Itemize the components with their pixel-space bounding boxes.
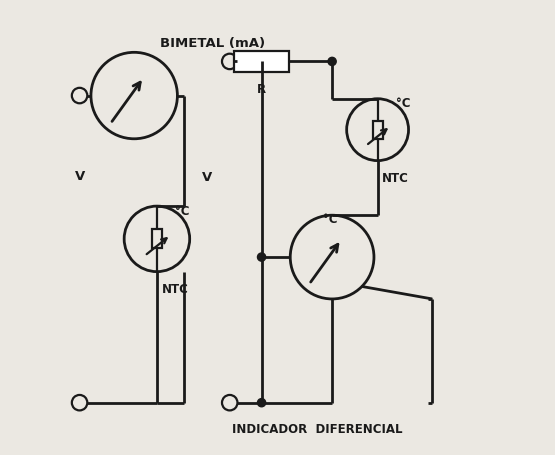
Bar (372, 121, 382, 139)
Circle shape (258, 253, 266, 261)
Text: V: V (202, 171, 212, 184)
Text: °C: °C (323, 213, 337, 226)
Text: NTC: NTC (162, 283, 188, 296)
Text: NTC: NTC (382, 172, 409, 185)
Text: °C: °C (396, 97, 410, 110)
Text: °C: °C (175, 205, 190, 217)
Bar (234, 51, 289, 71)
Circle shape (328, 57, 336, 66)
Text: BIMETAL (mA): BIMETAL (mA) (160, 37, 265, 50)
Bar (152, 229, 162, 248)
Text: R: R (257, 83, 266, 96)
Text: INDICADOR  DIFERENCIAL: INDICADOR DIFERENCIAL (232, 423, 402, 436)
Circle shape (258, 399, 266, 407)
Text: V: V (74, 170, 85, 183)
